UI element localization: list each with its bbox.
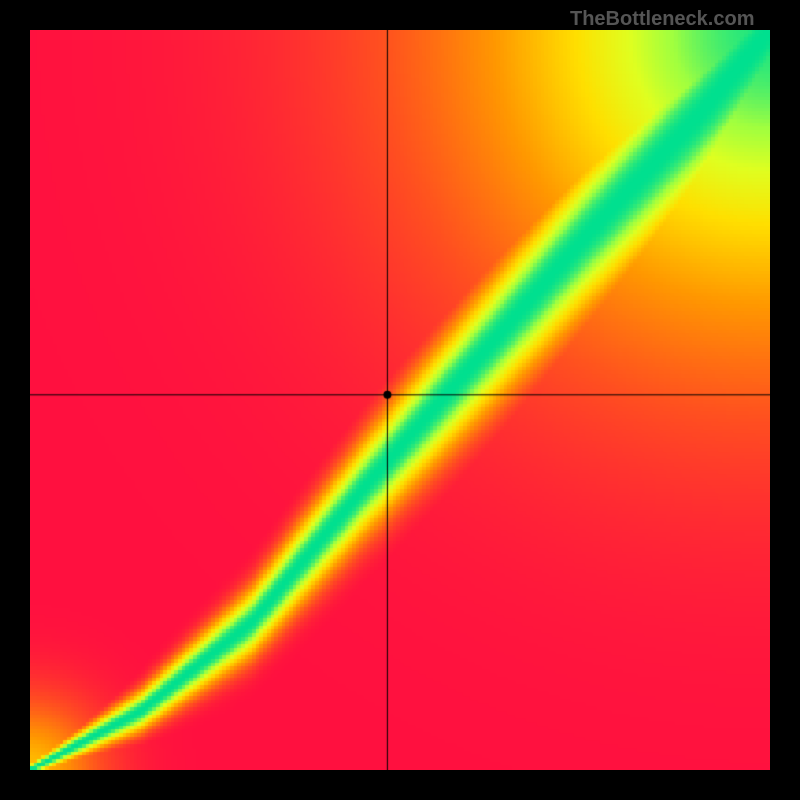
watermark-text: TheBottleneck.com [570, 8, 754, 31]
bottleneck-heatmap [30, 30, 770, 770]
figure-container: TheBottleneck.com [0, 0, 800, 800]
